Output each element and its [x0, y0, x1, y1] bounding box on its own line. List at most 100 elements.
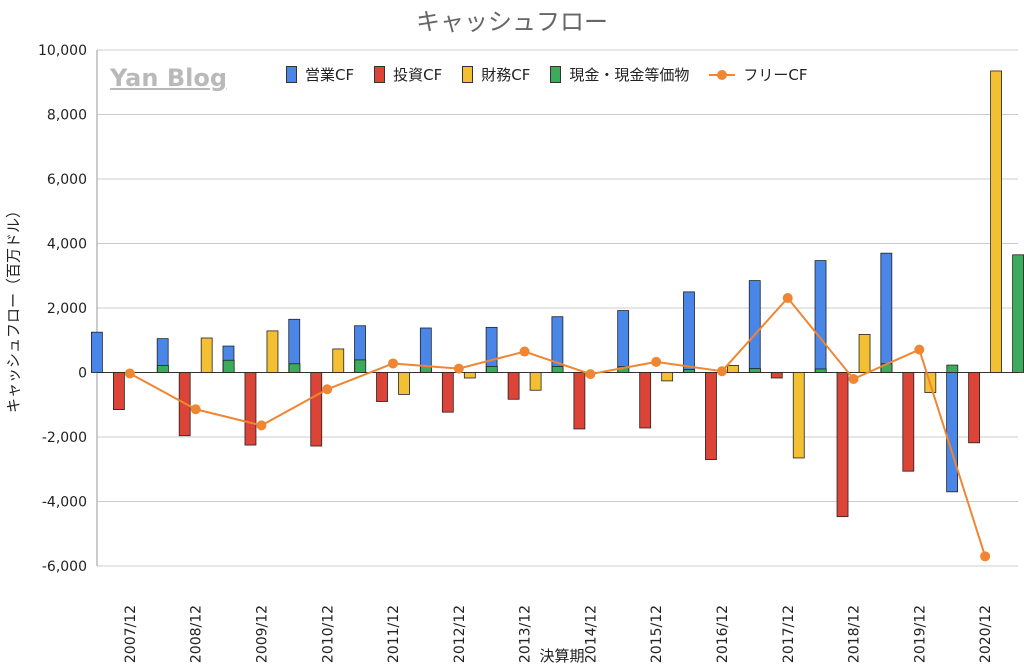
x-tick-label: 2020/12 [978, 605, 994, 663]
free-cf-point [124, 368, 135, 379]
x-axis-label: 決算期 [539, 647, 585, 665]
free-cf-point [782, 293, 793, 304]
free-cf-point [914, 344, 925, 355]
bar [880, 252, 893, 373]
bar [112, 372, 125, 410]
y-tick-label: -4,000 [42, 495, 87, 511]
x-tick-label: 2014/12 [583, 605, 599, 663]
bar [551, 365, 564, 373]
y-tick-label: 0 [78, 366, 87, 382]
free-cf-point [848, 373, 859, 384]
y-tick-label: 10,000 [38, 43, 87, 59]
bar [814, 260, 827, 373]
legend-line-free-cf [709, 69, 736, 81]
bar [683, 369, 696, 373]
bar [902, 372, 915, 472]
bar [244, 372, 257, 446]
free-cf-point [651, 356, 662, 367]
x-tick-label: 2016/12 [715, 605, 731, 663]
bar [485, 326, 498, 373]
bar [748, 280, 761, 373]
bar [639, 372, 652, 429]
bar [1012, 254, 1024, 373]
legend-item-investing: 投資CF [374, 64, 442, 85]
bar [814, 368, 827, 373]
y-tick-label: 6,000 [47, 172, 87, 188]
bar [770, 372, 783, 379]
x-tick-label: 2013/12 [518, 605, 534, 663]
bar [529, 372, 542, 391]
x-tick-label: 2019/12 [912, 605, 928, 663]
free-cf-point [190, 404, 201, 415]
bar [485, 365, 498, 373]
free-cf-point [453, 363, 464, 374]
legend-label-cash: 現金・現金等価物 [569, 66, 690, 84]
x-tick-label: 2011/12 [386, 605, 402, 663]
free-cf-point [256, 420, 267, 431]
legend-item-financing: 財務CF [462, 64, 530, 85]
bar [858, 334, 871, 373]
legend-label-financing: 財務CF [481, 66, 531, 84]
free-cf-point [519, 346, 530, 357]
bar [222, 359, 235, 373]
bar [749, 368, 761, 373]
x-tick-label: 2015/12 [649, 605, 665, 663]
legend-item-cash: 現金・現金等価物 [550, 64, 689, 85]
legend-swatch-financing [462, 66, 474, 83]
bar [332, 348, 345, 373]
chart-title: キャッシュフロー [416, 8, 608, 36]
bar [376, 372, 388, 402]
bar [792, 372, 805, 459]
bar [968, 372, 981, 444]
bar [156, 365, 169, 373]
legend-label-investing: 投資CF [393, 66, 443, 84]
free-cf-point [388, 358, 399, 369]
bar [398, 372, 410, 395]
chart-legend: 営業CF 投資CF 財務CF 現金・現金等価物 フリーCF [286, 64, 827, 85]
x-tick-label: 2009/12 [254, 605, 270, 663]
y-tick-label: 8,000 [47, 108, 87, 124]
bar [441, 372, 454, 413]
free-cf-point [716, 366, 727, 377]
bar [836, 372, 849, 518]
bar [463, 372, 476, 379]
x-tick-label: 2008/12 [189, 605, 205, 663]
x-tick-label: 2017/12 [781, 605, 797, 663]
free-cf-point [585, 369, 596, 380]
bar [266, 330, 279, 373]
y-tick-label: 4,000 [47, 237, 87, 253]
legend-swatch-investing [374, 66, 386, 83]
bar [310, 372, 323, 447]
bar [946, 372, 959, 493]
x-tick-label: 2007/12 [123, 605, 139, 663]
legend-label-free-cf: フリーCF [743, 66, 808, 84]
bar [573, 372, 586, 430]
legend-item-operating: 営業CF [286, 64, 354, 85]
x-tick-label: 2018/12 [847, 605, 863, 663]
watermark-text: Yan Blog [110, 64, 227, 92]
legend-item-free-cf: フリーCF [709, 64, 807, 85]
legend-label-operating: 営業CF [305, 66, 355, 84]
bar [661, 372, 674, 382]
free-cf-point [322, 384, 333, 395]
legend-swatch-cash [550, 66, 562, 83]
x-tick-label: 2010/12 [320, 605, 336, 663]
y-tick-label: -2,000 [42, 430, 87, 446]
bar [200, 337, 213, 373]
bar [705, 372, 717, 460]
bar [727, 365, 739, 373]
y-tick-label: 2,000 [47, 301, 87, 317]
free-cf-line [129, 296, 987, 557]
legend-swatch-operating [286, 66, 297, 83]
y-tick-label: -6,000 [42, 559, 87, 575]
bar [288, 363, 301, 373]
x-tick-label: 2012/12 [452, 605, 468, 663]
bar [617, 310, 630, 373]
bar [683, 291, 695, 373]
bar [990, 70, 1003, 373]
bar [946, 364, 959, 373]
free-cf-point [980, 551, 991, 562]
bar [90, 331, 103, 373]
bar [354, 359, 367, 373]
